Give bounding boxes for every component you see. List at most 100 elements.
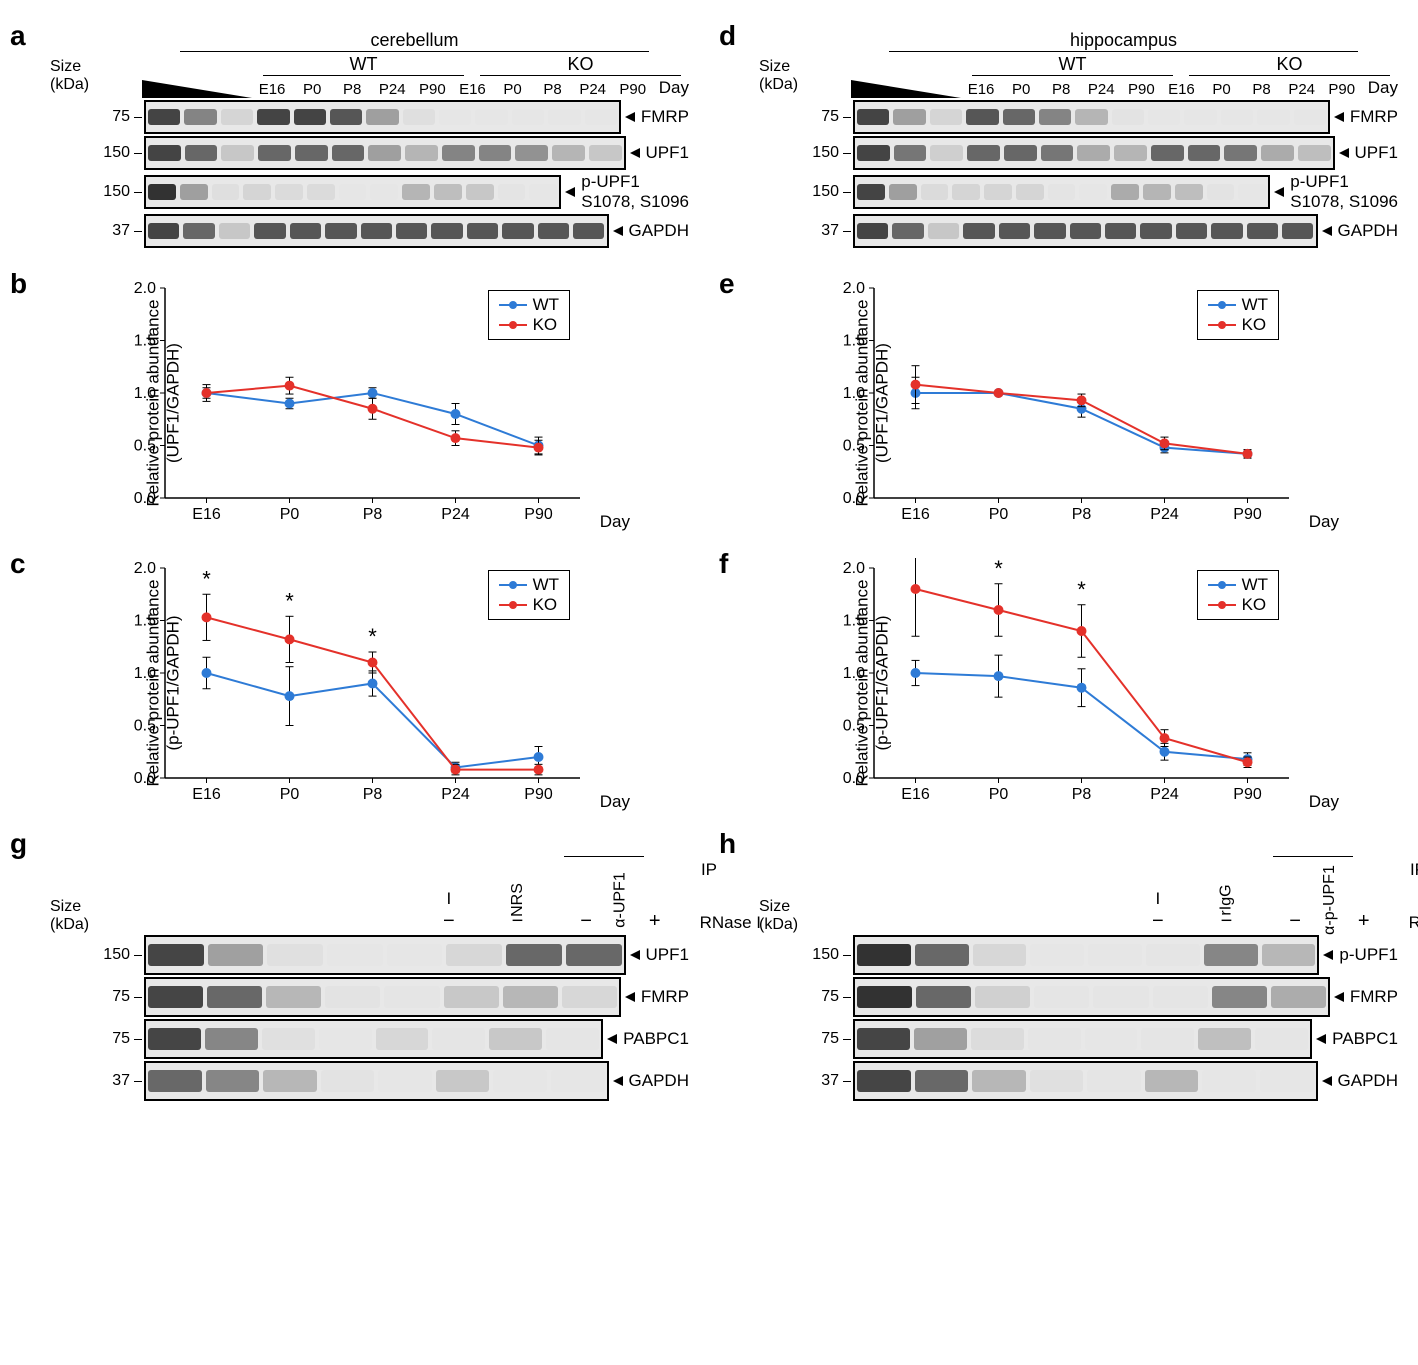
timepoint-label: P0 <box>492 81 532 98</box>
y-axis-label: Relative protein abundance(p-UPF1/GAPDH) <box>143 580 183 787</box>
arrow-icon <box>1334 992 1344 1002</box>
rnase-symbol: − <box>1124 910 1193 933</box>
panel-label-a: a <box>10 20 26 52</box>
blot-band <box>1238 184 1266 200</box>
panel-a: a cerebellum WT KO Size(kDa) E16P0P8P24P… <box>20 20 689 248</box>
blot-band <box>267 944 323 966</box>
svg-text:P8: P8 <box>1072 786 1092 803</box>
blot-band <box>1041 145 1074 161</box>
chart-e: 0.00.51.01.52.0E16P0P8P24P90Relative pro… <box>819 278 1299 528</box>
blot-band <box>894 145 927 161</box>
blot-band <box>1255 1028 1308 1050</box>
blot-strip <box>144 977 621 1017</box>
blot-band <box>1004 145 1037 161</box>
panel-h: h IPIrIgGα-p-UPF1−−−+RNase ISize(kDa)150… <box>729 828 1398 1101</box>
legend-item: KO <box>1208 315 1268 335</box>
ip-col-ab: α-p-UPF1 <box>1261 891 1398 909</box>
mw-tick-icon <box>843 117 851 118</box>
mw-label: 150 <box>90 144 130 162</box>
panel-label-h: h <box>719 828 736 860</box>
blot-band <box>1077 145 1110 161</box>
panel-d: d hippocampus WT KO Size(kDa) E16P0P8P24… <box>729 20 1398 248</box>
blot-band <box>915 944 969 966</box>
rnase-symbol: + <box>1329 910 1398 933</box>
mw-label: 37 <box>90 222 130 240</box>
ip-group-line <box>1273 856 1353 857</box>
blot-band <box>1093 986 1148 1008</box>
ip-col-control: rIgG <box>1192 891 1261 909</box>
blot-strip <box>853 175 1270 209</box>
mw-tick-icon <box>134 231 142 232</box>
blot-row: 75PABPC1 <box>50 1019 689 1059</box>
size-label: Size(kDa) <box>759 58 798 94</box>
blot-band <box>442 145 475 161</box>
rnase-symbol: − <box>552 910 621 933</box>
blot-band <box>243 184 271 200</box>
blot-strip <box>144 214 609 248</box>
mw-label: 150 <box>90 183 130 201</box>
blot-band <box>529 184 557 200</box>
chart-legend: WTKO <box>1197 570 1279 620</box>
blot-band <box>967 145 1000 161</box>
blot-band <box>221 109 253 125</box>
figure-grid: a cerebellum WT KO Size(kDa) E16P0P8P24P… <box>20 20 1398 1101</box>
rnase-symbol: + <box>620 910 689 933</box>
blot-band <box>1141 1028 1194 1050</box>
mw-label: 150 <box>799 144 839 162</box>
blot-band <box>1003 109 1035 125</box>
blot-band <box>325 223 356 239</box>
blot-band <box>1184 109 1216 125</box>
svg-text:P8: P8 <box>363 786 383 803</box>
blot-strip <box>144 100 621 134</box>
protein-label: GAPDH <box>1338 221 1398 241</box>
blot-band <box>1212 986 1267 1008</box>
chart-f: 0.00.51.01.52.0E16P0P8P24P90***Relative … <box>819 558 1299 808</box>
blot-strip <box>853 214 1318 248</box>
blot-band <box>1294 109 1326 125</box>
mw-tick-icon <box>843 955 851 956</box>
timepoint-label: P0 <box>1001 81 1041 98</box>
blot-band <box>1070 223 1101 239</box>
mw-tick-icon <box>134 955 142 956</box>
blot-row: 150p-UPF1 <box>759 935 1398 975</box>
blot-band <box>589 145 622 161</box>
lane-labels-a: E16P0P8P24P90E16P0P8P24P90 <box>252 81 653 98</box>
timepoint-label: E16 <box>1161 81 1201 98</box>
svg-text:2.0: 2.0 <box>134 560 156 577</box>
rnase-symbol: − <box>1192 910 1261 933</box>
blot-band <box>325 986 380 1008</box>
blot-band <box>290 223 321 239</box>
blot-band <box>206 1070 260 1092</box>
blot-band <box>546 1028 599 1050</box>
blot-band <box>319 1028 372 1050</box>
mw-tick-icon <box>134 153 142 154</box>
lane-labels-d: E16P0P8P24P90E16P0P8P24P90 <box>961 81 1362 98</box>
svg-text:2.0: 2.0 <box>134 280 156 297</box>
arrow-icon <box>1322 226 1332 236</box>
blot-band <box>263 1070 317 1092</box>
blot-band <box>971 1028 1024 1050</box>
arrow-icon <box>613 226 623 236</box>
blot-band <box>446 944 502 966</box>
blot-band <box>1148 109 1180 125</box>
blot-band <box>1224 145 1257 161</box>
arrow-icon <box>625 112 635 122</box>
blot-row: 150UPF1 <box>50 935 689 975</box>
blot-band <box>1198 1028 1251 1050</box>
blot-band <box>1211 223 1242 239</box>
blot-band <box>963 223 994 239</box>
blot-rows-a: 75FMRP150UPF1150p-UPF1S1078, S109637GAPD… <box>50 100 689 248</box>
panel-b: b 0.00.51.01.52.0E16P0P8P24P90Relative p… <box>20 268 689 528</box>
blot-band <box>1221 109 1253 125</box>
legend-item: WT <box>1208 295 1268 315</box>
blot-band <box>566 944 622 966</box>
mw-tick-icon <box>134 117 142 118</box>
arrow-icon <box>1274 187 1284 197</box>
panel-f: f 0.00.51.01.52.0E16P0P8P24P90***Relativ… <box>729 548 1398 808</box>
chart-legend: WTKO <box>488 570 570 620</box>
blot-band <box>376 1028 429 1050</box>
blot-band <box>562 986 617 1008</box>
blot-row: 150p-UPF1S1078, S1096 <box>50 172 689 212</box>
mw-tick-icon <box>134 1039 142 1040</box>
blot-band <box>857 1070 911 1092</box>
